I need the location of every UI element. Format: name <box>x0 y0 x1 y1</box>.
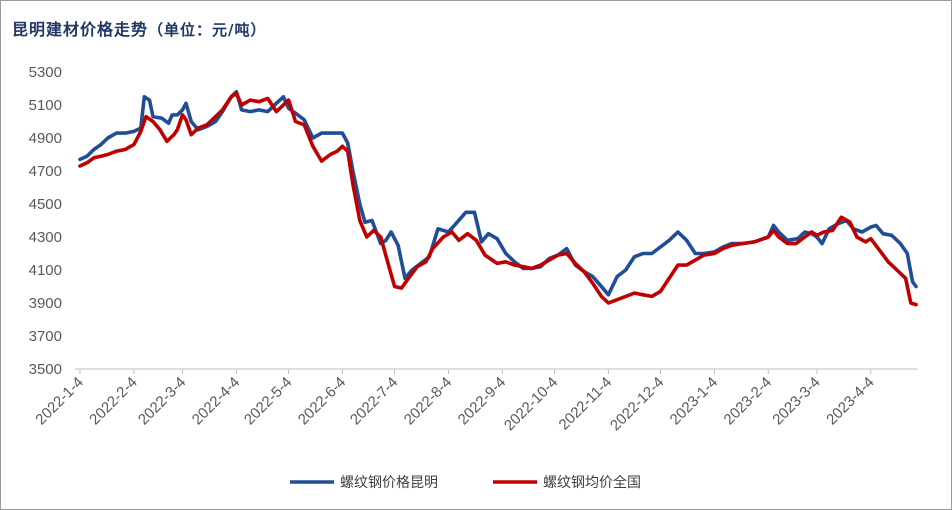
series-line-1 <box>78 90 918 297</box>
x-tick-label: 2022-2-4 <box>86 374 140 428</box>
x-tick-label: 2022-10-4 <box>501 374 561 434</box>
y-tick-label: 4300 <box>29 229 62 246</box>
x-tick-label: 2022-4-4 <box>189 374 243 428</box>
x-tick-label: 2022-8-4 <box>401 374 455 428</box>
y-tick-label: 4700 <box>29 163 62 180</box>
y-tick-label: 5100 <box>29 97 62 114</box>
y-tick-label: 3500 <box>29 361 62 378</box>
legend: 螺纹钢价格昆明 螺纹钢均价全国 <box>290 474 641 491</box>
x-tick-label: 2023-3-4 <box>769 374 823 428</box>
x-tick-label: 2022-12-4 <box>607 374 667 434</box>
y-axis: 5300 5100 4900 4700 4500 4300 4100 3900 3700 3500 <box>29 64 62 378</box>
x-tick-label: 2022-9-4 <box>455 374 509 428</box>
chart-title-text: 昆明建材价格走势 <box>12 20 149 39</box>
x-tick-label: 2022-11-4 <box>556 374 616 434</box>
chart-unit: （单位：元/吨） <box>148 21 267 39</box>
y-tick-label: 4100 <box>29 262 62 279</box>
series-layer <box>78 90 918 307</box>
y-tick-label: 3700 <box>29 328 62 345</box>
x-tick-label: 2022-3-4 <box>135 374 189 428</box>
x-tick-label: 2023-4-4 <box>823 374 877 428</box>
x-tick-label: 2023-2-4 <box>721 374 775 428</box>
x-tick-label: 2022-1-4 <box>32 374 86 428</box>
y-tick-label: 3900 <box>29 295 62 312</box>
x-tick-label: 2022-6-4 <box>295 374 349 428</box>
x-tick-label: 2023-1-4 <box>667 374 721 428</box>
legend-label-1: 螺纹钢价格昆明 <box>340 475 438 491</box>
x-tick-label: 2022-5-4 <box>241 374 295 428</box>
y-tick-label: 4900 <box>29 130 62 147</box>
y-tick-label: 4500 <box>29 196 62 213</box>
series-line-2 <box>78 91 918 307</box>
chart-title: 昆明建材价格走势（单位：元/吨） <box>12 16 267 40</box>
x-tick-label: 2022-7-4 <box>347 374 401 428</box>
y-tick-label: 5300 <box>29 64 62 81</box>
legend-label-2: 螺纹钢均价全国 <box>543 474 641 491</box>
